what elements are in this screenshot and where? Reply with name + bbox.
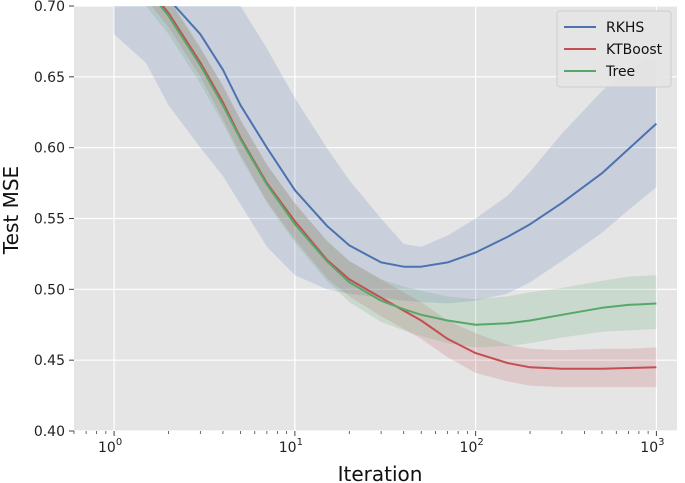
x-tick-label: 100	[98, 437, 122, 456]
tree-band	[145, 6, 657, 348]
x-tick-label: 101	[279, 437, 303, 456]
tree-line	[159, 6, 657, 326]
y-tick-label: 0.55	[34, 212, 65, 228]
rkhs-line	[173, 6, 658, 268]
x-tick-label: 102	[460, 437, 484, 456]
legend-label-tree: Tree	[605, 64, 635, 80]
series-lines	[159, 6, 658, 370]
y-tick-label: 0.40	[34, 424, 65, 440]
legend-box	[556, 10, 672, 88]
x-tick-label: 103	[640, 437, 664, 456]
legend-label-ktboost: KTBoost	[606, 42, 663, 58]
y-tick-label: 0.60	[34, 141, 65, 157]
y-tick-label: 0.65	[34, 70, 65, 86]
legend: RKHS KTBoost Tree	[556, 10, 672, 88]
y-tick-label: 0.45	[34, 353, 65, 369]
ktboost-line	[161, 6, 657, 370]
legend-label-rkhs: RKHS	[606, 20, 644, 36]
x-axis-label: Iteration	[338, 462, 423, 483]
tick-labels: 100 101 102 103 0.40 0.45 0.50 0.55 0.60 0.65 0.70	[34, 0, 665, 456]
y-axis-label: Test MSE	[0, 166, 23, 255]
y-tick-label: 0.70	[34, 0, 65, 15]
y-tick-label: 0.50	[34, 282, 65, 298]
